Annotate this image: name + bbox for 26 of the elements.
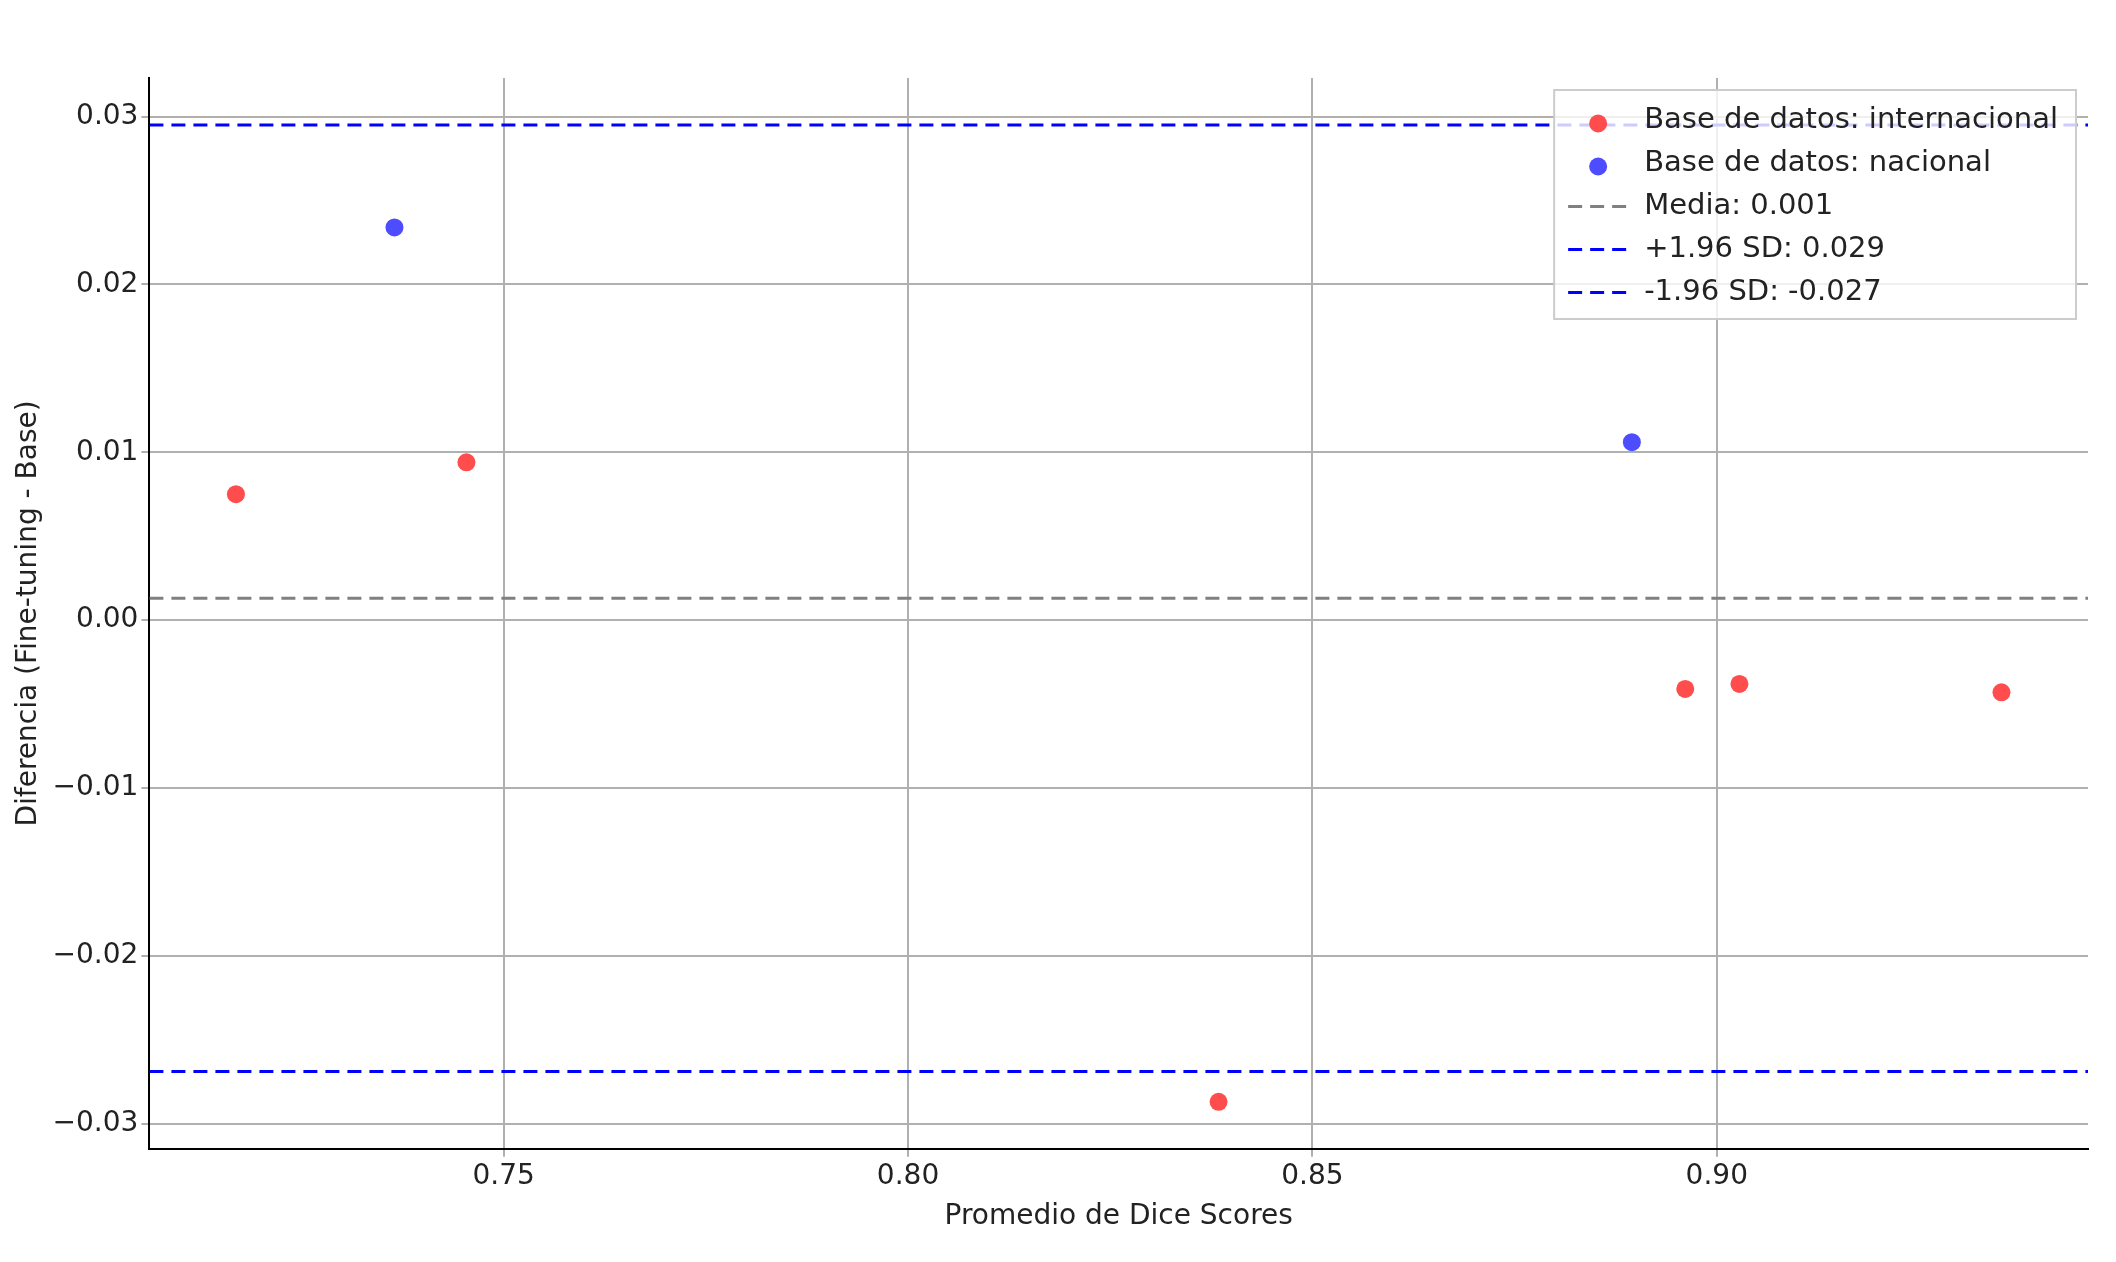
- point: [1209, 1092, 1228, 1111]
- legend-label: +1.96 SD: 0.029: [1644, 230, 1885, 265]
- y-tick-label: 0.03: [76, 97, 139, 131]
- point: [1676, 679, 1695, 698]
- legend-label: Base de datos: nacional: [1644, 144, 1991, 179]
- x-tick-label: 0.85: [1281, 1157, 1344, 1191]
- x-tick-label: 0.75: [472, 1157, 535, 1191]
- point: [1730, 674, 1749, 693]
- legend-label: -1.96 SD: -0.027: [1644, 273, 1882, 308]
- y-axis-title: Diferencia (Fine-tuning - Base): [10, 400, 44, 827]
- point: [1992, 683, 2011, 702]
- point: [226, 485, 245, 504]
- legend-label: Media: 0.001: [1644, 187, 1834, 222]
- y-tick-label: −0.02: [52, 937, 139, 971]
- y-tick-label: 0.02: [76, 265, 139, 299]
- x-tick-label: 0.80: [876, 1157, 940, 1191]
- point: [385, 218, 404, 237]
- x-tick-label: 0.90: [1685, 1157, 1748, 1191]
- point: [1622, 433, 1641, 452]
- point: [457, 453, 476, 472]
- legend-label: Base de datos: internacional: [1644, 101, 2058, 136]
- y-tick-label: 0.01: [76, 433, 139, 467]
- x-axis-title: Promedio de Dice Scores: [944, 1198, 1293, 1232]
- y-tick-label: 0.00: [76, 601, 139, 635]
- y-tick-label: −0.01: [52, 769, 139, 803]
- y-tick-label: −0.03: [52, 1104, 139, 1138]
